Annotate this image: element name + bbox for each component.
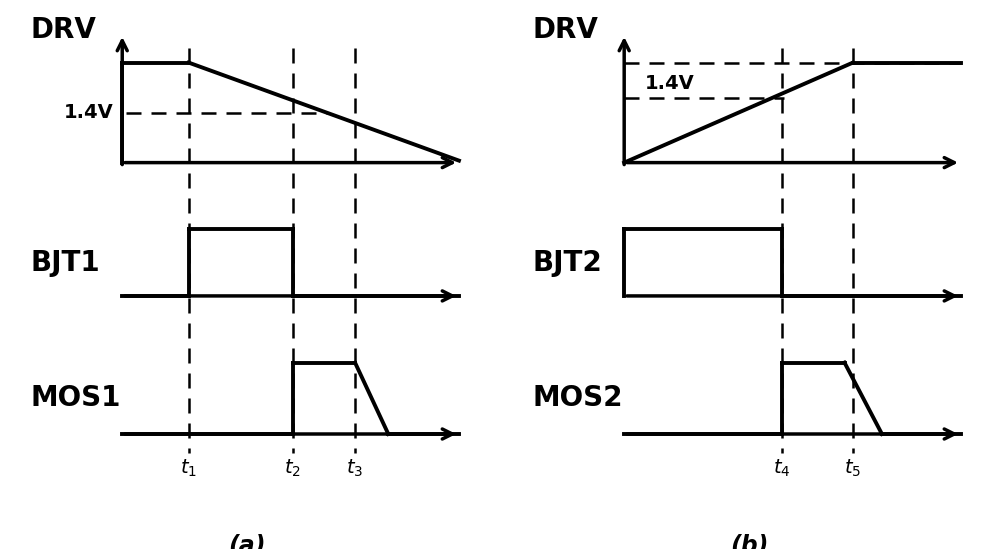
Text: MOS2: MOS2	[533, 384, 623, 412]
Text: (b): (b)	[730, 534, 768, 549]
Text: (a): (a)	[228, 534, 266, 549]
Text: BJT1: BJT1	[31, 249, 100, 277]
Text: 1.4V: 1.4V	[64, 103, 114, 122]
Text: MOS1: MOS1	[31, 384, 121, 412]
Text: $t_1$: $t_1$	[180, 458, 197, 479]
Text: DRV: DRV	[533, 15, 599, 43]
Text: DRV: DRV	[31, 15, 97, 43]
Text: $t_4$: $t_4$	[773, 458, 791, 479]
Text: $t_3$: $t_3$	[346, 458, 364, 479]
Text: $t_5$: $t_5$	[844, 458, 861, 479]
Text: BJT2: BJT2	[533, 249, 602, 277]
Text: 1.4V: 1.4V	[645, 74, 695, 93]
Text: $t_2$: $t_2$	[284, 458, 301, 479]
